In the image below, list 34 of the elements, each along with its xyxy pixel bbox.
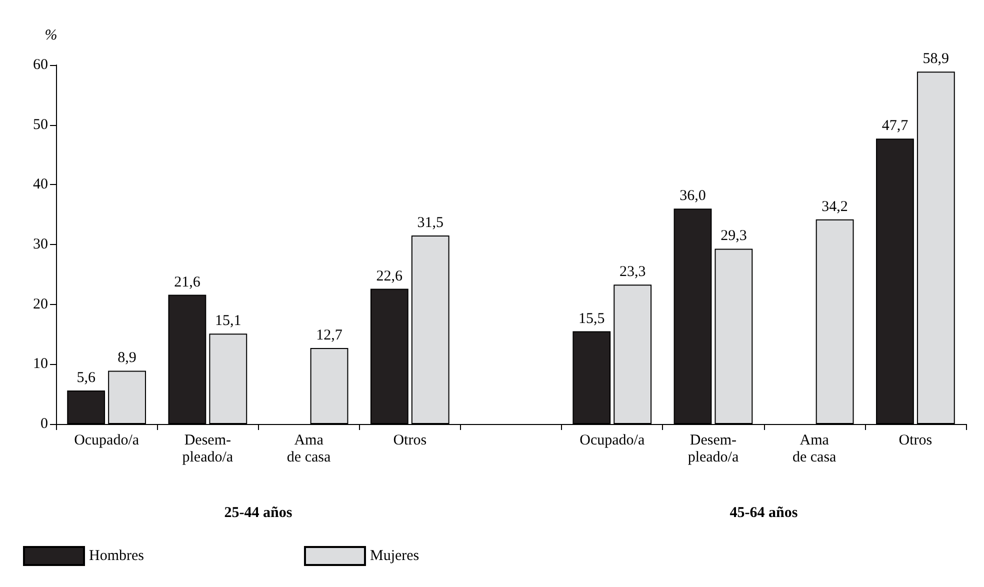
data-label: 15,5 xyxy=(578,310,605,327)
data-label: 58,9 xyxy=(922,51,950,68)
y-tick-label: 20 xyxy=(33,296,48,312)
x-tick-label: Otros xyxy=(898,432,932,448)
x-tick-label: Desem- pleado/a xyxy=(182,432,234,466)
legend-label: Hombres xyxy=(89,548,144,564)
data-label: 34,2 xyxy=(822,198,848,215)
x-tick-label: Ocupado/a xyxy=(74,432,140,448)
y-tick-label: 0 xyxy=(40,416,48,432)
data-label: 8,9 xyxy=(118,350,136,366)
x-tick-label: Ama de casa xyxy=(286,432,331,466)
data-label: 31,5 xyxy=(417,215,444,232)
data-label: 12,7 xyxy=(316,328,343,344)
x-tick-label: Ama de casa xyxy=(792,432,837,466)
data-label: 15,1 xyxy=(215,313,242,330)
x-tick-label: Ocupado/a xyxy=(580,432,645,448)
y-tick-label: 10 xyxy=(33,356,48,372)
y-tick-label: 30 xyxy=(33,236,48,252)
data-label: 36,0 xyxy=(680,188,706,204)
y-tick-label: 50 xyxy=(33,116,48,133)
text: 25-44 años xyxy=(224,505,292,521)
data-label: 22,6 xyxy=(376,268,404,284)
y-tick-label: 40 xyxy=(33,176,48,193)
data-label: 29,3 xyxy=(720,228,747,244)
legend-label: Mujeres xyxy=(370,548,420,564)
x-tick-label: Desem- pleado/a xyxy=(688,432,739,466)
data-label: 5,6 xyxy=(76,370,96,386)
data-label: 47,7 xyxy=(882,118,909,134)
y-tick-label: 60 xyxy=(33,57,48,73)
data-label: 23,3 xyxy=(619,264,646,280)
y-axis-title: % xyxy=(44,28,58,44)
text: 45-64 años xyxy=(730,505,798,521)
data-label: 21,6 xyxy=(174,274,201,290)
x-tick-label: Otros xyxy=(393,432,427,448)
